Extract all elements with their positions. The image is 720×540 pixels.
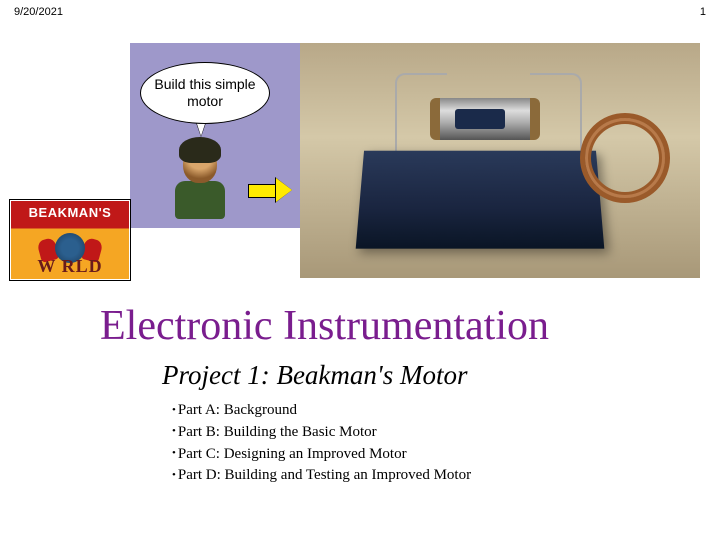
list-item: •Part C: Designing an Improved Motor [172,444,471,466]
logo-top-text: BEAKMAN'S [11,201,129,220]
motor-photo [300,43,700,278]
main-title: Electronic Instrumentation [100,302,549,350]
motor-base [356,151,605,249]
list-item: •Part B: Building the Basic Motor [172,422,471,444]
wire-coil [580,113,670,203]
person-body [175,181,225,219]
subtitle: Project 1: Beakman's Motor [162,360,467,391]
arrow-body [248,184,278,198]
speech-bubble: Build this simple motor [140,62,270,124]
part-label: Part B: [178,424,220,440]
logo-bottom-text: W RLD [11,256,129,277]
part-desc: Building the Basic Motor [224,424,377,440]
arrow-icon [248,180,292,200]
part-label: Part A: [178,402,220,418]
list-item: •Part A: Background [172,400,471,422]
beakmans-world-logo: BEAKMAN'S W RLD [10,200,130,280]
person-head [183,145,217,183]
slide-date: 9/20/2021 [14,6,63,18]
battery-label [455,109,505,129]
part-desc: Background [224,402,297,418]
speech-text: Build this simple motor [145,76,265,110]
part-desc: Building and Testing an Improved Motor [225,467,472,483]
list-item: •Part D: Building and Testing an Improve… [172,465,471,487]
arrow-head [276,178,292,202]
part-label: Part D: [178,467,221,483]
slide-page-number: 1 [700,6,706,18]
person-graphic [170,145,230,225]
part-desc: Designing an Improved Motor [224,446,407,462]
parts-list: •Part A: Background •Part B: Building th… [172,400,471,487]
person-hair [179,137,221,163]
part-label: Part C: [178,446,220,462]
